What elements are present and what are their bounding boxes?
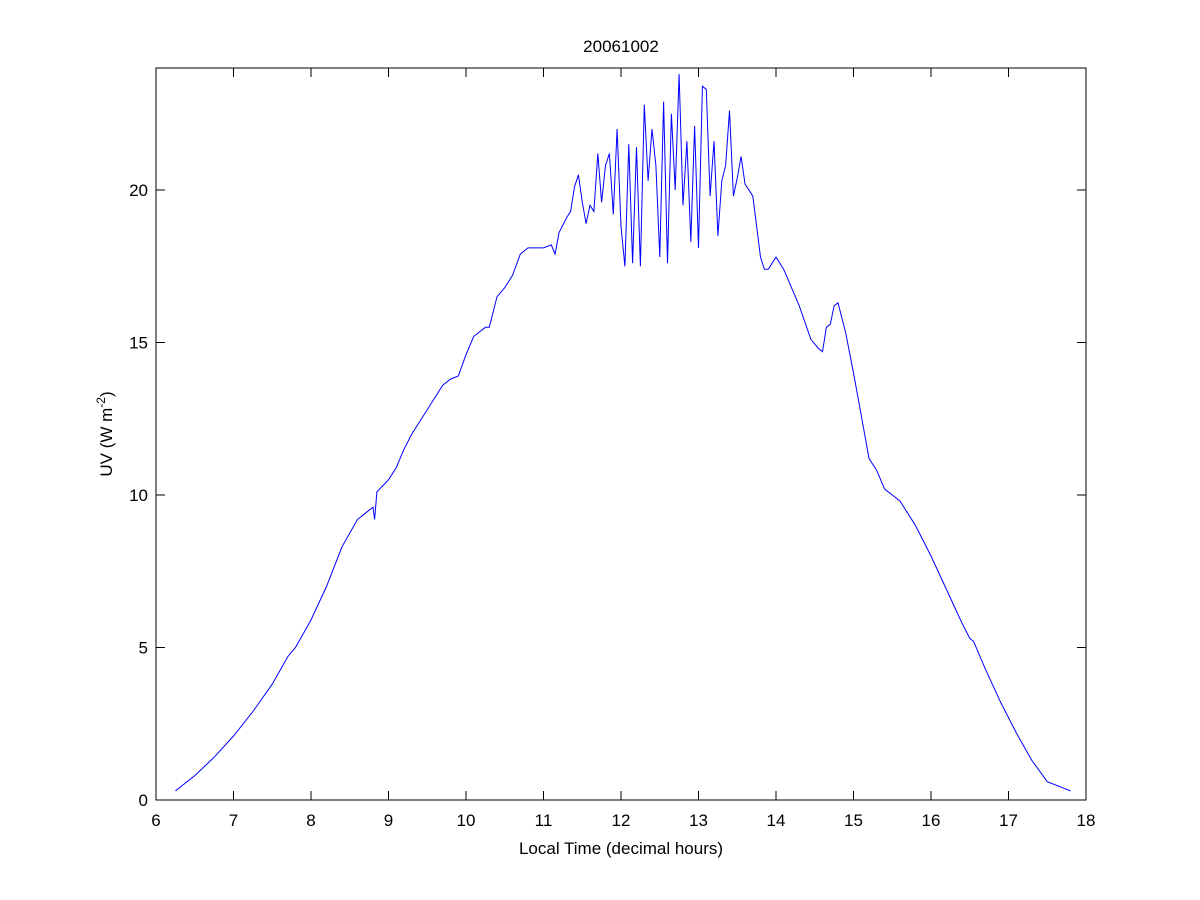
uv-series-line — [175, 74, 1071, 792]
x-tick-label: 13 — [689, 811, 708, 830]
y-tick-label: 10 — [129, 486, 148, 505]
x-tick-label: 17 — [999, 811, 1018, 830]
x-tick-label: 18 — [1077, 811, 1096, 830]
x-tick-label: 8 — [306, 811, 315, 830]
x-tick-label: 15 — [844, 811, 863, 830]
x-tick-label: 14 — [767, 811, 786, 830]
y-tick-label: 15 — [129, 334, 148, 353]
plot-area — [155, 67, 1087, 801]
plot-frame — [155, 67, 1087, 801]
y-axis-label-superscript: -2 — [94, 397, 108, 408]
x-tick-label: 9 — [384, 811, 393, 830]
x-tick-label: 7 — [229, 811, 238, 830]
y-axis-ticks: 0 5 10 15 20 — [129, 181, 1086, 810]
x-axis-ticks: 6 7 8 9 10 11 12 13 14 15 16 17 18 — [151, 68, 1095, 830]
x-tick-label: 16 — [922, 811, 941, 830]
y-tick-label: 20 — [129, 181, 148, 200]
y-axis-label-main: UV (W m — [97, 408, 116, 477]
y-tick-label: 0 — [139, 791, 148, 810]
chart-title: 20061002 — [583, 37, 659, 56]
x-tick-label: 12 — [612, 811, 631, 830]
x-tick-label: 6 — [151, 811, 160, 830]
y-tick-label: 5 — [139, 639, 148, 658]
x-tick-label: 11 — [535, 811, 553, 830]
x-tick-label: 10 — [457, 811, 476, 830]
y-axis-label-close: ) — [97, 391, 116, 397]
y-axis-label: UV (W m-2) — [94, 391, 116, 476]
x-axis-label: Local Time (decimal hours) — [519, 839, 723, 858]
